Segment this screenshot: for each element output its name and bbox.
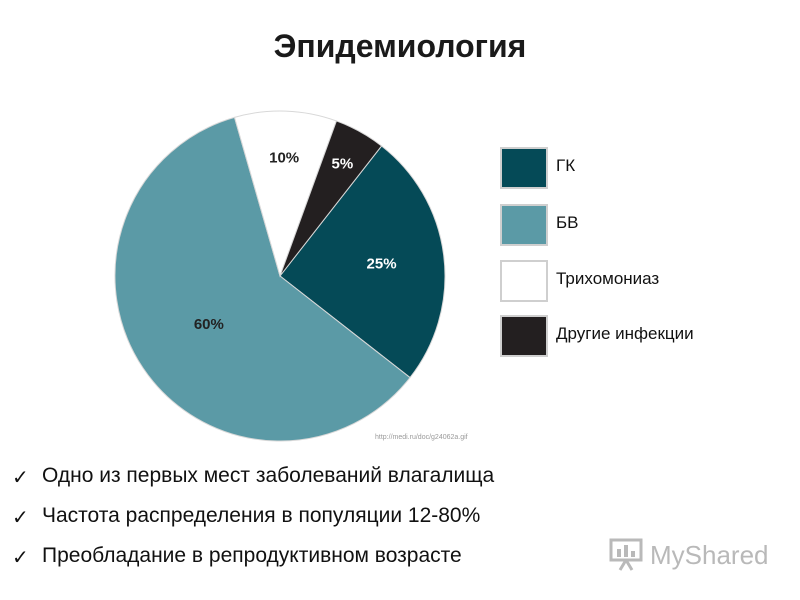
legend-item-bv: БВ — [500, 204, 760, 248]
legend-swatch-trichomoniasis — [500, 260, 548, 302]
pie-label-bv: 60% — [194, 316, 224, 333]
checkmark-icon: ✓ — [12, 465, 29, 489]
myshared-logo: MyShared — [608, 536, 769, 576]
legend-item-gk: ГК — [500, 147, 760, 191]
bullet-text: Частота распределения в популяции 12-80% — [42, 504, 481, 527]
checkmark-icon: ✓ — [12, 545, 29, 569]
logo-text: MyShared — [650, 540, 769, 570]
pie-slice-bv — [114, 116, 411, 442]
checkmark-icon: ✓ — [12, 505, 29, 529]
pie-label-trichomoniasis: 10% — [269, 149, 299, 166]
presentation-board-icon — [609, 538, 643, 571]
pie-label-other-infections: 5% — [332, 155, 354, 172]
legend-label-trichomoniasis: Трихомониаз — [556, 269, 660, 288]
legend-label-bv: БВ — [556, 213, 579, 232]
legend-item-other-infections: Другие инфекции — [500, 315, 760, 359]
legend-swatch-other-infections — [500, 315, 548, 357]
pie-label-gk: 25% — [367, 256, 397, 273]
pie-slice-gk — [279, 145, 446, 379]
slide-title: Эпидемиология — [273, 28, 527, 64]
legend-swatch-gk — [500, 147, 548, 189]
legend-item-trichomoniasis: Трихомониаз — [500, 260, 760, 304]
bullet-text: Преобладание в репродуктивном возрасте — [42, 544, 462, 567]
bullet-text: Одно из первых мест заболеваний влагалищ… — [42, 464, 495, 487]
legend-label-gk: ГК — [556, 156, 576, 175]
pie-chart: 25% 60% 10% 5% — [114, 110, 446, 442]
legend-label-other-infections: Другие инфекции — [556, 324, 694, 343]
legend-swatch-bv — [500, 204, 548, 246]
pie-slice-other-infections — [279, 120, 383, 277]
pie-slice-trichomoniasis — [233, 110, 338, 278]
source-url: http://medi.ru/doc/g24062a.gif — [375, 434, 468, 441]
